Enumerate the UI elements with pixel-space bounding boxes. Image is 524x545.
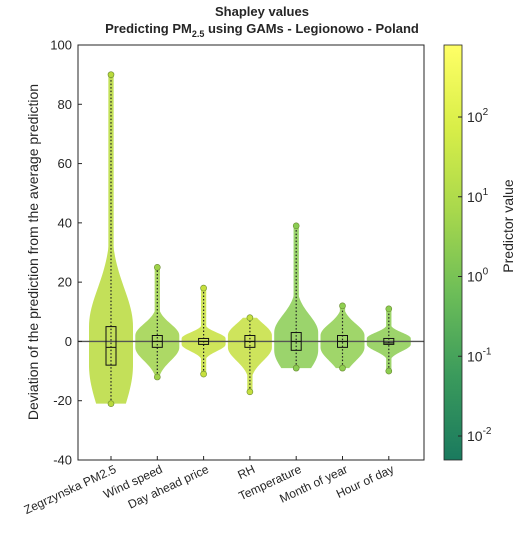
min-outlier-point (292, 364, 300, 372)
box-layer (105, 71, 395, 407)
max-outlier-point (200, 284, 207, 292)
min-outlier-point (246, 388, 254, 396)
colorbar-tick-label: 10-2 (467, 426, 492, 444)
colorbar-tick-label: 101 (467, 187, 489, 205)
max-outlier-point (107, 71, 115, 78)
violin-shape (366, 308, 411, 372)
max-outlier-point (385, 305, 393, 313)
chart-title: Shapley values (215, 4, 309, 19)
colorbar-tick-label: 102 (467, 107, 489, 125)
max-outlier-point (154, 264, 161, 271)
max-outlier-point (246, 314, 254, 322)
colorbar-tick-label: 10-1 (467, 346, 492, 364)
violin-shape (320, 305, 365, 369)
violin-shape (227, 317, 272, 392)
colorbar-tick-label: 100 (467, 267, 489, 285)
max-outlier-point (292, 222, 300, 230)
y-tick-label: 100 (50, 38, 72, 53)
y-tick-label: 40 (58, 215, 72, 230)
max-outlier-point (339, 302, 346, 310)
colorbar-ticks: 10-2 10-1 100 101 102 (458, 107, 492, 444)
min-outlier-point (200, 370, 207, 378)
chart-subtitle: Predicting PM2.5 using GAMs - Legionowo … (105, 21, 419, 39)
y-tick-label: -20 (53, 393, 72, 408)
box-quartiles (105, 326, 117, 366)
y-tick-label: -40 (53, 453, 72, 468)
box-quartiles (383, 337, 395, 345)
plot-area (78, 45, 424, 460)
y-tick-label: 60 (58, 156, 72, 171)
colorbar (443, 44, 463, 461)
min-outlier-point (154, 373, 161, 381)
y-axis: -40 -20 0 20 40 60 80 100 (50, 38, 82, 468)
x-tick-label: RH (236, 462, 258, 482)
y-tick-label: 20 (58, 275, 72, 290)
plot-frame (77, 44, 425, 461)
y-axis-label: Deviation of the prediction from the ave… (25, 84, 41, 420)
y-tick-label: 80 (58, 97, 72, 112)
colorbar-label: Predictor value (500, 179, 516, 273)
min-outlier-point (385, 367, 393, 375)
min-outlier-point (339, 364, 346, 372)
violin-shape (135, 267, 180, 377)
min-outlier-point (107, 400, 115, 407)
y-tick-label: 0 (65, 334, 72, 349)
